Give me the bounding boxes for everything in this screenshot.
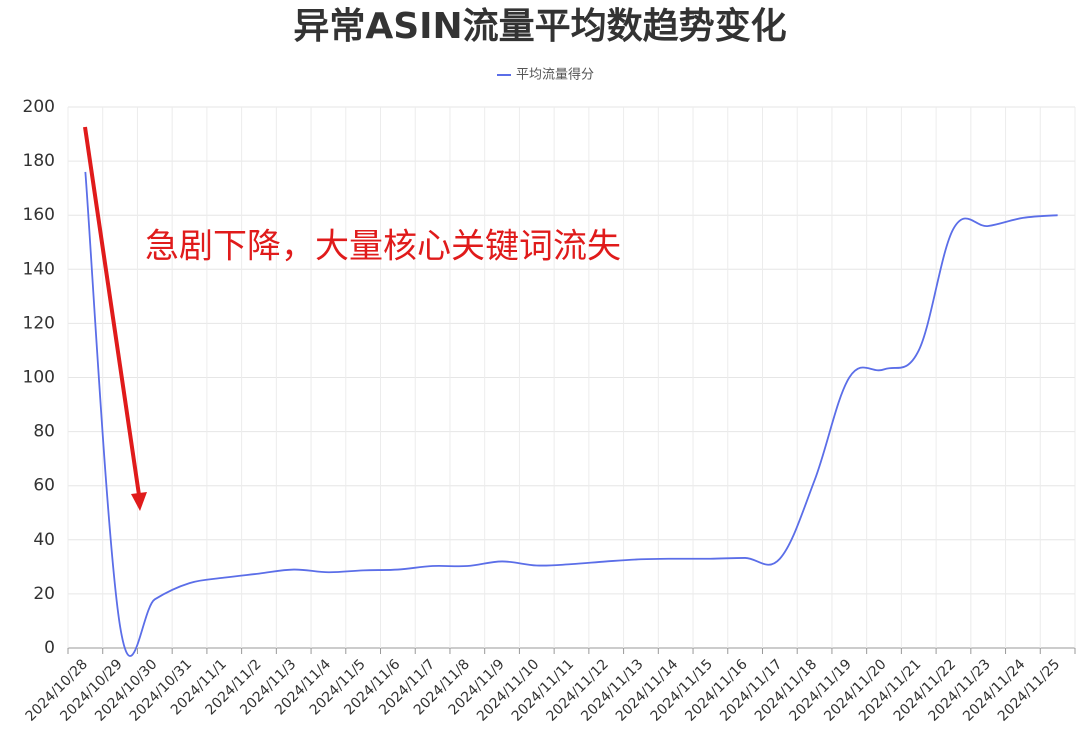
annotation-arrow-head: [131, 492, 147, 511]
plot: 0204060801001201401601802002024/10/28202…: [23, 67, 1076, 725]
y-tick-label: 180: [23, 151, 55, 171]
y-tick-label: 20: [33, 584, 55, 604]
y-tick-label: 60: [33, 476, 55, 496]
chart-title: 异常ASIN流量平均数趋势变化: [293, 5, 786, 47]
y-tick-label: 40: [33, 530, 55, 550]
y-tick-label: 100: [23, 368, 55, 388]
y-tick-label: 120: [23, 313, 55, 333]
y-tick-label: 140: [23, 259, 55, 279]
annotation: 急剧下降，大量核心关键词流失: [145, 227, 621, 267]
y-tick-label: 80: [33, 422, 55, 442]
line-series: [84, 171, 1058, 657]
y-tick-label: 0: [44, 638, 55, 658]
y-tick-label: 160: [23, 205, 55, 225]
annotation-arrow: [83, 126, 141, 496]
legend-label: 平均流量得分: [516, 67, 594, 83]
y-tick-label: 200: [23, 97, 55, 117]
